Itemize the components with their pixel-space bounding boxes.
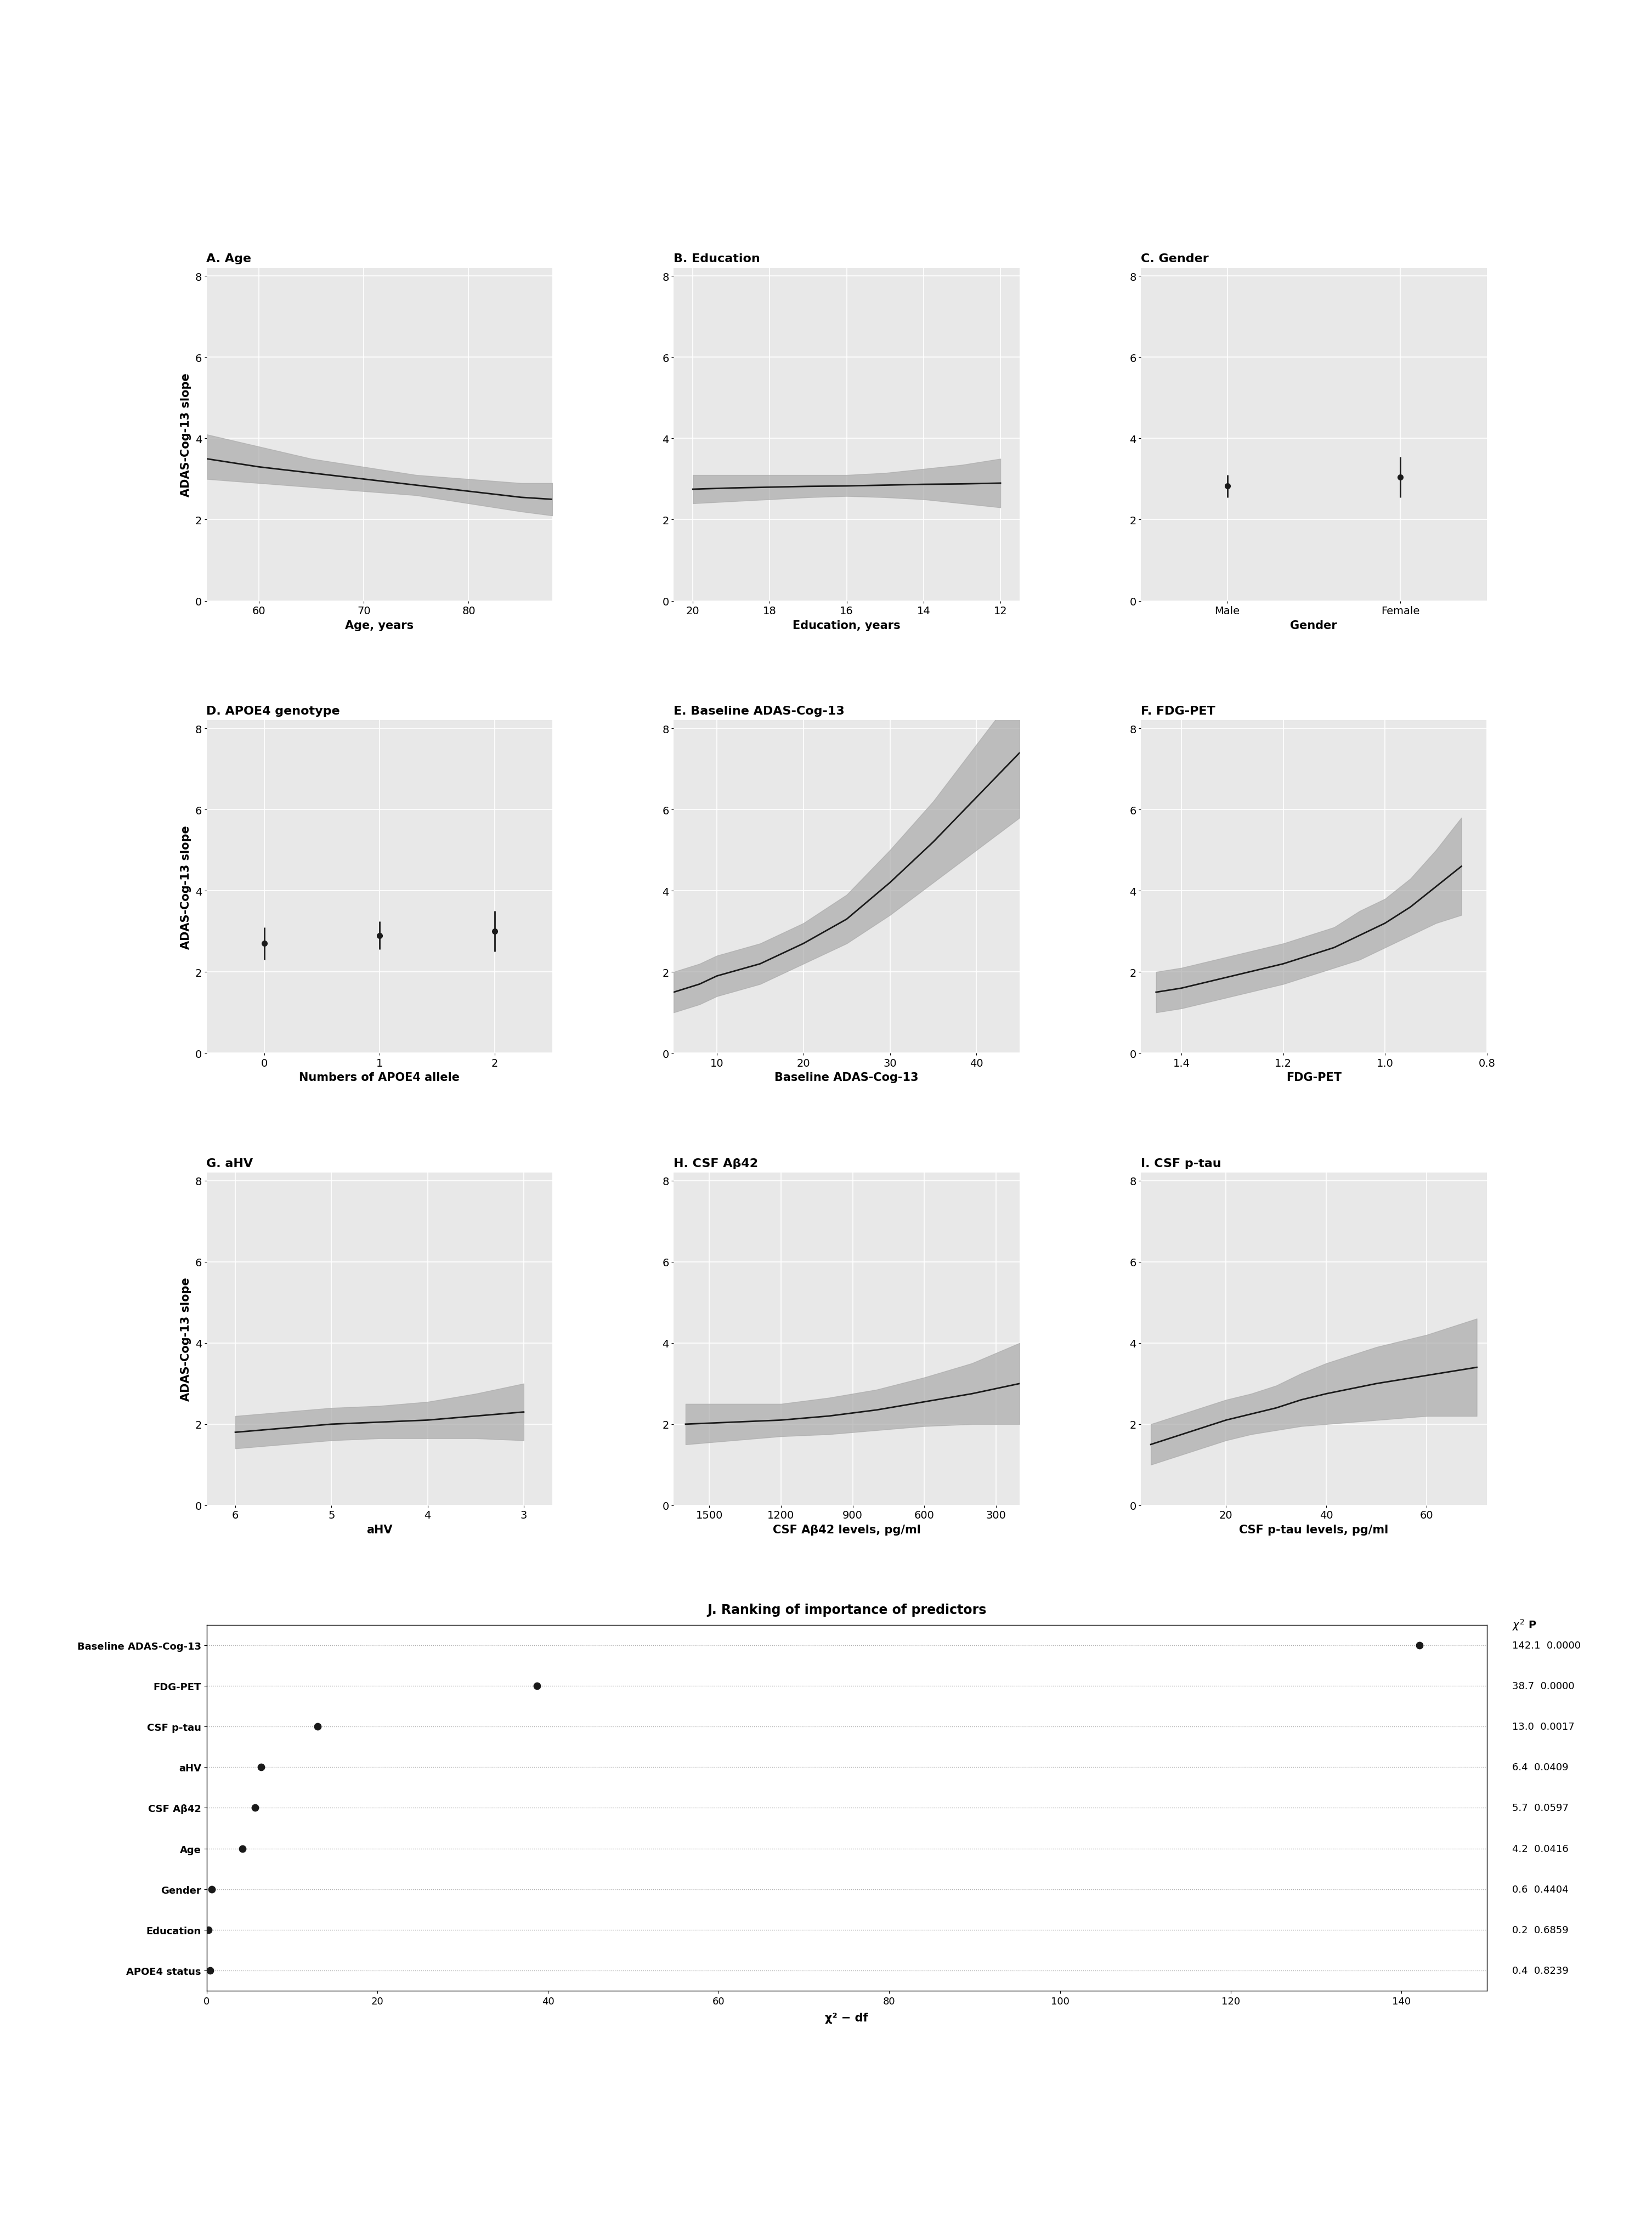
- Point: [248, 1749, 274, 1785]
- Text: I. CSF p-tau: I. CSF p-tau: [1142, 1159, 1221, 1170]
- X-axis label: CSF p-tau levels, pg/ml: CSF p-tau levels, pg/ml: [1239, 1523, 1388, 1535]
- Point: [524, 1669, 550, 1705]
- Point: [197, 1953, 223, 1989]
- Point: [230, 1830, 256, 1866]
- Text: 13.0  0.0017: 13.0 0.0017: [1513, 1722, 1574, 1731]
- X-axis label: CSF Aβ42 levels, pg/ml: CSF Aβ42 levels, pg/ml: [773, 1523, 920, 1535]
- Text: 38.7  0.0000: 38.7 0.0000: [1513, 1680, 1574, 1691]
- Point: [241, 1790, 268, 1825]
- Text: E. Baseline ADAS-Cog-13: E. Baseline ADAS-Cog-13: [674, 705, 844, 716]
- X-axis label: Numbers of APOE4 allele: Numbers of APOE4 allele: [299, 1072, 459, 1083]
- Text: 5.7  0.0597: 5.7 0.0597: [1513, 1803, 1569, 1812]
- Text: $\chi^2$ P: $\chi^2$ P: [1513, 1617, 1536, 1631]
- Title: J. Ranking of importance of predictors: J. Ranking of importance of predictors: [707, 1604, 986, 1615]
- X-axis label: aHV: aHV: [367, 1523, 393, 1535]
- Y-axis label: ADAS-Cog-13 slope: ADAS-Cog-13 slope: [180, 1277, 192, 1400]
- X-axis label: Gender: Gender: [1290, 620, 1338, 631]
- Point: [195, 1913, 221, 1948]
- X-axis label: Baseline ADAS-Cog-13: Baseline ADAS-Cog-13: [775, 1072, 919, 1083]
- Text: A. Age: A. Age: [206, 253, 251, 264]
- Text: 0.2  0.6859: 0.2 0.6859: [1513, 1926, 1569, 1935]
- Text: 6.4  0.0409: 6.4 0.0409: [1513, 1763, 1569, 1772]
- Point: [198, 1872, 225, 1908]
- Y-axis label: ADAS-Cog-13 slope: ADAS-Cog-13 slope: [180, 825, 192, 948]
- X-axis label: χ² − df: χ² − df: [824, 2013, 869, 2022]
- Text: B. Education: B. Education: [674, 253, 760, 264]
- Text: 0.4  0.8239: 0.4 0.8239: [1513, 1966, 1569, 1975]
- Text: F. FDG-PET: F. FDG-PET: [1142, 705, 1216, 716]
- Text: H. CSF Aβ42: H. CSF Aβ42: [674, 1159, 758, 1170]
- X-axis label: FDG-PET: FDG-PET: [1287, 1072, 1341, 1083]
- Point: [1406, 1626, 1432, 1662]
- Text: 142.1  0.0000: 142.1 0.0000: [1513, 1640, 1581, 1651]
- Point: [304, 1709, 330, 1745]
- Text: G. aHV: G. aHV: [206, 1159, 253, 1170]
- X-axis label: Age, years: Age, years: [345, 620, 415, 631]
- Text: 0.6  0.4404: 0.6 0.4404: [1513, 1884, 1569, 1895]
- X-axis label: Education, years: Education, years: [793, 620, 900, 631]
- Y-axis label: ADAS-Cog-13 slope: ADAS-Cog-13 slope: [180, 374, 192, 497]
- Text: D. APOE4 genotype: D. APOE4 genotype: [206, 705, 340, 716]
- Text: C. Gender: C. Gender: [1142, 253, 1209, 264]
- Text: 4.2  0.0416: 4.2 0.0416: [1513, 1843, 1569, 1854]
